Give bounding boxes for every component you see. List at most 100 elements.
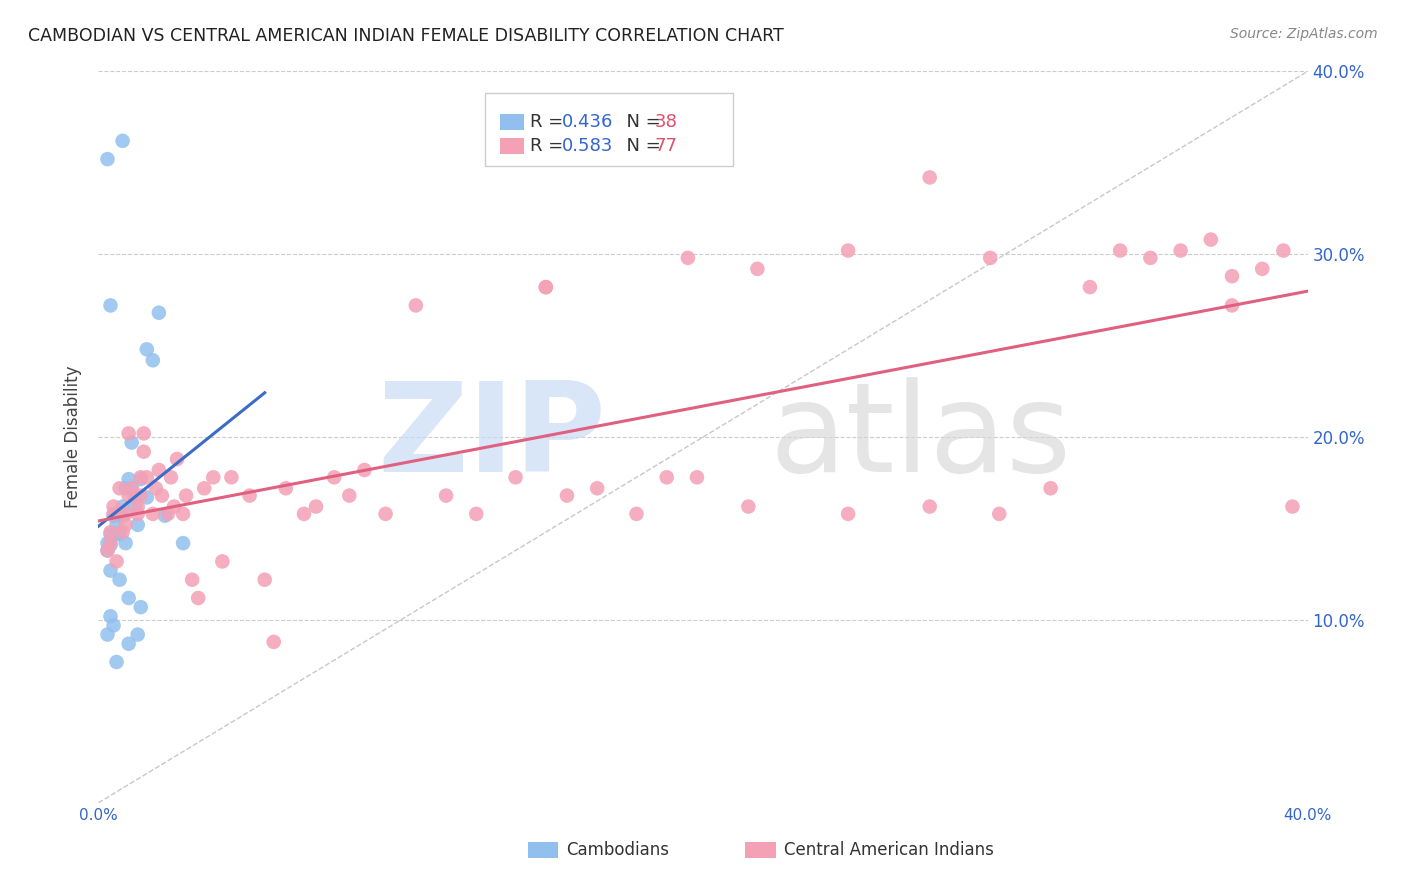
Point [160,470,183,484]
Point [108,481,131,495]
Point [105,527,128,541]
Point [129,600,152,615]
Point [105,517,128,532]
Point [132,426,155,441]
Bar [501,138,524,154]
Point [211,554,233,568]
Point [96,543,118,558]
Point [105,655,128,669]
Point [221,470,243,484]
Point [142,353,165,368]
Point [114,481,136,495]
Point [172,507,194,521]
Point [135,343,157,357]
Point [150,489,173,503]
Point [353,463,375,477]
Point [918,170,941,185]
Point [166,452,188,467]
Point [374,507,396,521]
Point [108,573,131,587]
Point [534,280,557,294]
Point [505,470,527,484]
Point [1272,244,1295,258]
Point [979,251,1001,265]
Point [239,489,262,503]
Point [111,525,134,540]
Point [100,525,122,540]
Point [405,298,427,312]
Point [145,481,167,495]
Point [103,618,125,632]
Point [172,536,194,550]
Point [1199,233,1222,247]
Point [586,481,609,495]
Text: R =: R = [530,112,569,131]
Point [292,507,315,521]
Point [1220,269,1243,284]
Point [114,517,136,532]
Point [121,481,143,495]
Point [100,527,122,541]
Point [103,500,125,514]
Point [118,472,141,486]
Text: R =: R = [530,137,569,155]
Point [100,609,122,624]
Text: 77: 77 [655,137,678,155]
Point [132,444,155,458]
Point [153,508,176,523]
Point [100,298,122,312]
Text: Central American Indians: Central American Indians [785,840,994,859]
Text: Cambodians: Cambodians [567,840,669,859]
Point [1139,251,1161,265]
Point [127,517,149,532]
Text: N =: N = [614,112,666,131]
Point [555,489,578,503]
Point [465,507,488,521]
Bar [745,841,776,858]
Point [114,507,136,521]
Point [1109,244,1132,258]
Point [148,306,170,320]
Point [1281,500,1303,514]
Point [142,507,165,521]
Point [988,507,1011,521]
Y-axis label: Female Disability: Female Disability [65,366,83,508]
Text: N =: N = [614,137,666,155]
Point [121,435,143,450]
Point [103,508,125,523]
Point [111,134,134,148]
Point [202,470,225,484]
Point [837,244,859,258]
Point [187,591,209,605]
Point [676,251,699,265]
Point [323,470,346,484]
Point [156,507,179,521]
Point [534,280,557,294]
Point [163,500,186,514]
Point [108,527,131,541]
Point [1039,481,1062,495]
Point [626,507,648,521]
Point [127,500,149,514]
Point [96,152,118,166]
FancyBboxPatch shape [485,94,734,167]
Point [337,489,360,503]
Point [1220,298,1243,312]
Point [837,507,859,521]
Point [148,463,170,477]
Point [129,489,152,503]
Point [181,573,204,587]
Point [118,426,141,441]
Point [127,627,149,641]
Text: Source: ZipAtlas.com: Source: ZipAtlas.com [1230,27,1378,41]
Point [918,500,941,514]
Point [305,500,328,514]
Point [193,481,215,495]
Point [686,470,709,484]
Bar [501,114,524,130]
Text: 0.583: 0.583 [561,137,613,155]
Point [96,543,118,558]
Point [1251,261,1274,276]
Point [124,491,146,505]
Point [129,470,152,484]
